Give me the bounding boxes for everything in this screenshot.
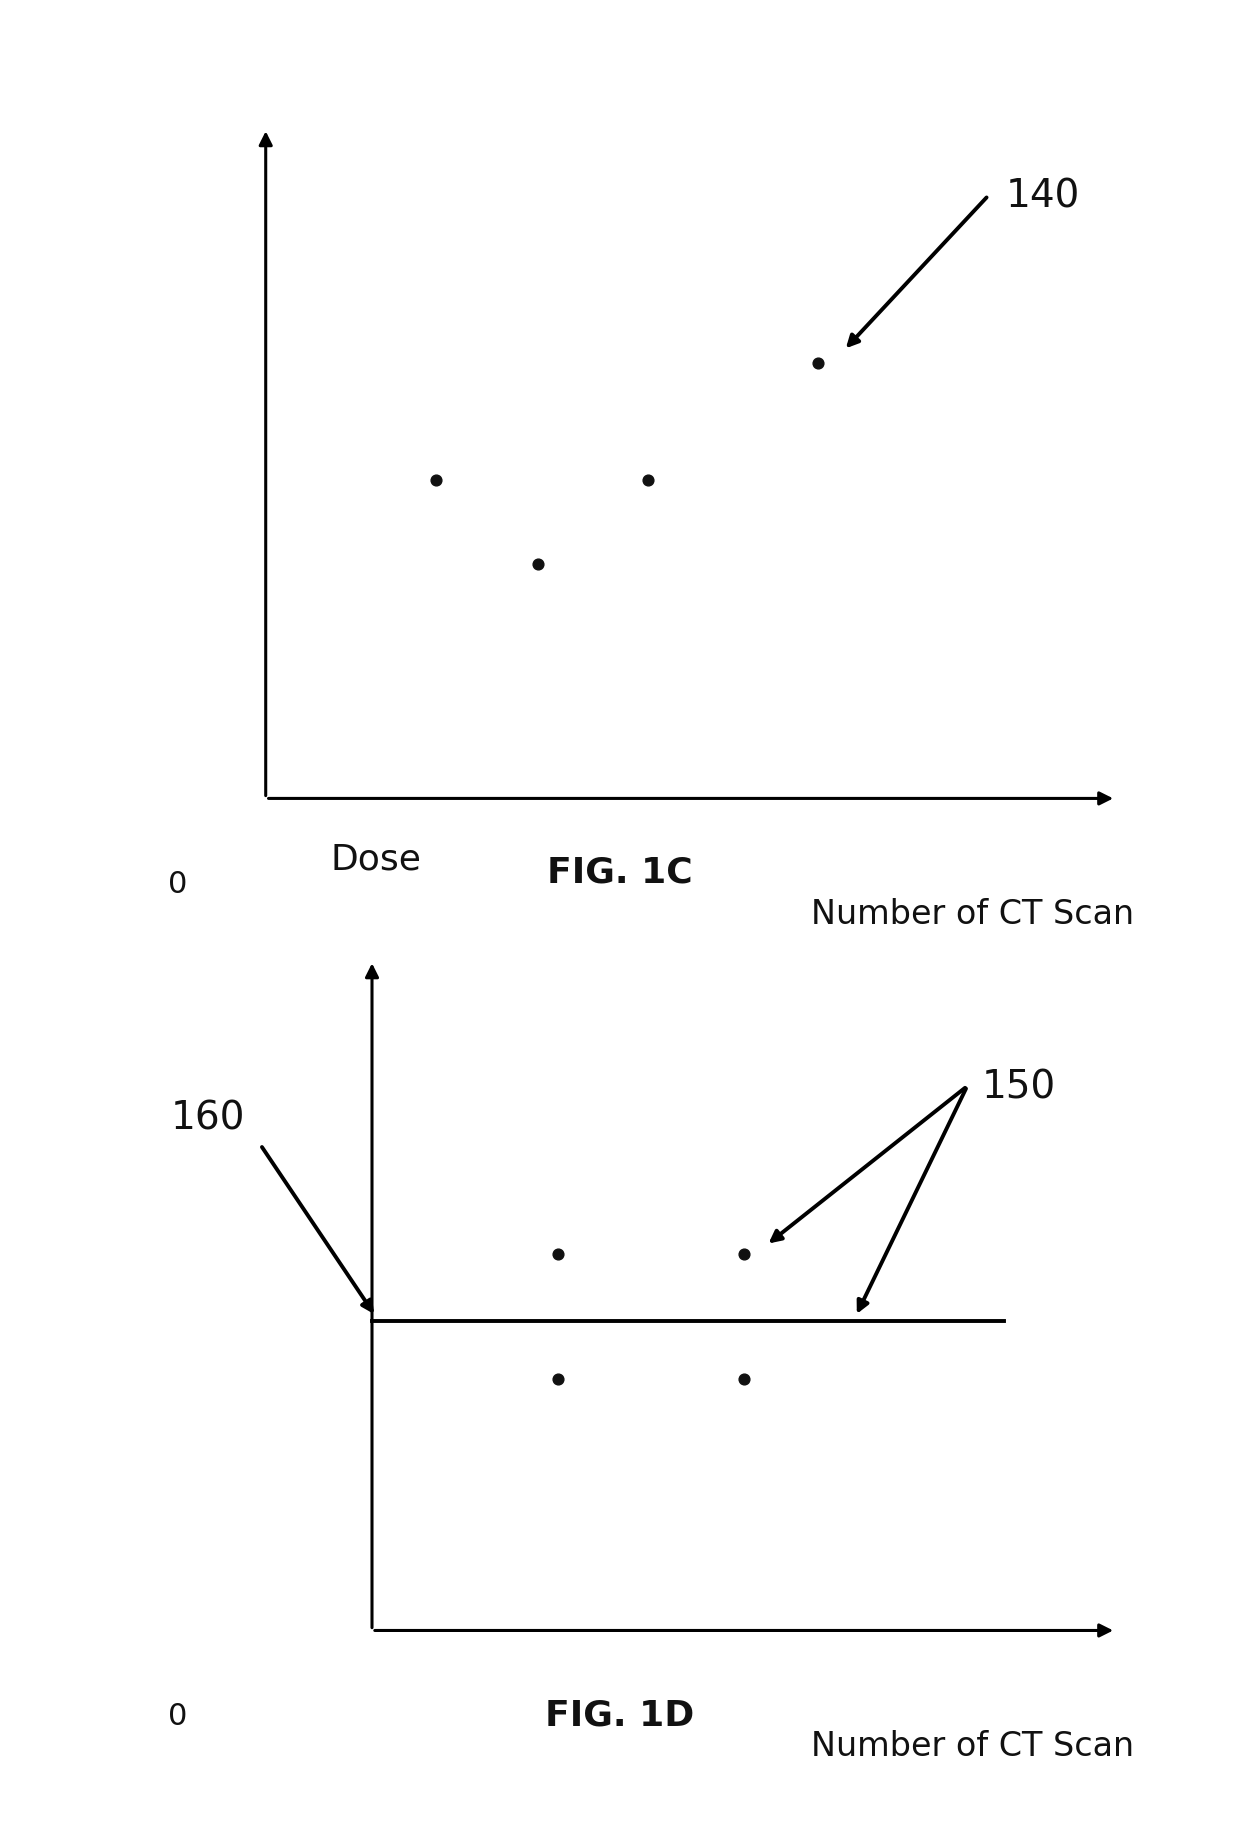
Point xyxy=(548,1240,568,1270)
Point xyxy=(528,551,548,580)
Text: Number of CT Scan: Number of CT Scan xyxy=(811,898,1133,931)
Text: 160: 160 xyxy=(171,1100,246,1137)
Point xyxy=(734,1364,754,1393)
Text: Dose: Dose xyxy=(330,841,422,876)
Point xyxy=(425,466,445,495)
Text: Number of CT Scan: Number of CT Scan xyxy=(811,1730,1133,1763)
Point xyxy=(734,1240,754,1270)
Point xyxy=(639,466,658,495)
Text: FIG. 1C: FIG. 1C xyxy=(547,856,693,889)
Text: 0: 0 xyxy=(169,869,187,898)
Point xyxy=(808,349,828,379)
Point xyxy=(548,1364,568,1393)
Text: 140: 140 xyxy=(1006,177,1080,216)
Text: FIG. 1D: FIG. 1D xyxy=(546,1698,694,1732)
Text: 150: 150 xyxy=(982,1068,1056,1105)
Text: 0: 0 xyxy=(169,1700,187,1730)
